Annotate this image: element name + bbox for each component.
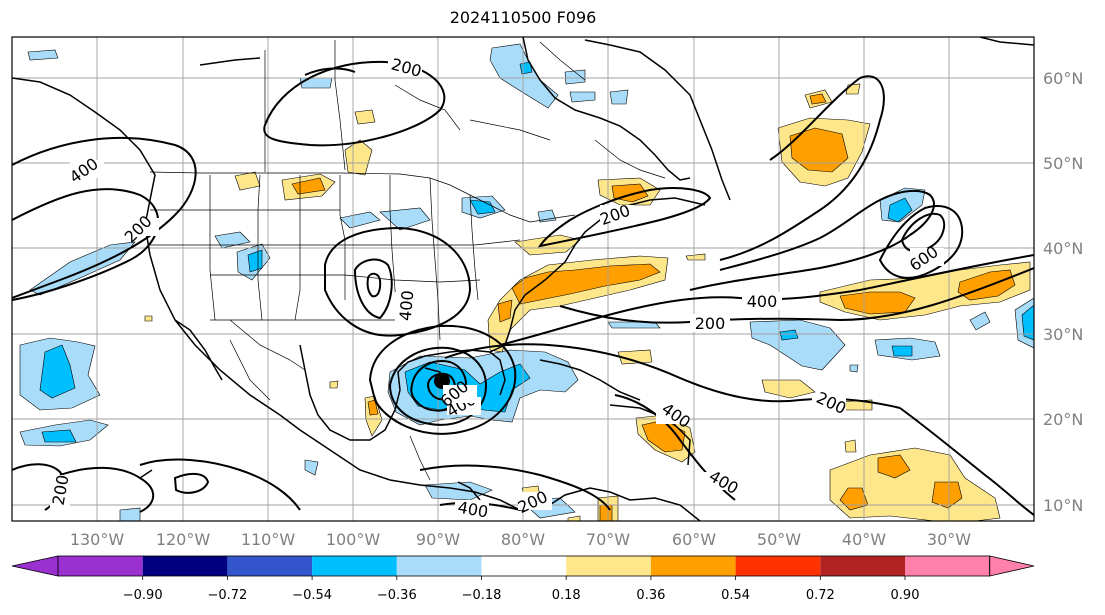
colorbar-tick-label: −0.90 xyxy=(123,588,163,603)
lat-label: 40°N xyxy=(1043,239,1083,258)
lat-label: 60°N xyxy=(1043,69,1083,88)
lon-label: 130°W xyxy=(70,530,125,549)
colorbar: −0.90 −0.72 −0.54 −0.36 −0.18 0.18 0.36 … xyxy=(11,555,1035,603)
colorbar-segment xyxy=(905,556,990,576)
colorbar-segment xyxy=(650,556,736,576)
lon-label: 110°W xyxy=(241,530,296,549)
contour-label: 200 xyxy=(695,314,726,333)
colorbar-segment xyxy=(735,556,821,576)
lon-label: 30°W xyxy=(927,530,971,549)
colorbar-tick-label: −0.72 xyxy=(207,588,247,603)
lon-label: 100°W xyxy=(326,530,381,549)
lat-label: 10°N xyxy=(1043,496,1083,515)
colorbar-segment xyxy=(312,556,397,576)
colorbar-tick-label: 0.36 xyxy=(636,588,665,603)
colorbar-tick-label: 0.18 xyxy=(552,588,581,603)
latitude-labels: 60°N 50°N 40°N 30°N 20°N 10°N xyxy=(1043,69,1083,515)
colorbar-tick-label: 0.90 xyxy=(891,588,920,603)
lon-label: 50°W xyxy=(757,530,801,549)
lon-label: 40°W xyxy=(842,530,886,549)
colorbar-min-extend xyxy=(11,555,59,577)
colorbar-tick-label: 0.54 xyxy=(721,588,750,603)
colorbar-segment xyxy=(566,556,651,576)
colorbar-segment xyxy=(142,556,228,576)
lat-label: 20°N xyxy=(1043,410,1083,429)
longitude-labels: 130°W 120°W 110°W 100°W 90°W 80°W 70°W 6… xyxy=(70,530,971,549)
negative-light-fill xyxy=(19,43,1034,521)
colorbar-tick-label: 0.72 xyxy=(806,588,835,603)
colorbar-segment xyxy=(58,556,143,576)
colorbar-segment xyxy=(227,556,313,576)
colorbar-segment xyxy=(820,556,905,576)
lon-label: 80°W xyxy=(501,530,545,549)
lon-label: 60°W xyxy=(672,530,716,549)
lon-label: 120°W xyxy=(156,530,211,549)
colorbar-tick-label: −0.18 xyxy=(462,588,502,603)
map-frame xyxy=(11,36,1035,522)
contour-label: 400 xyxy=(747,292,778,311)
map-title: 2024110500 F096 xyxy=(449,8,597,27)
colorbar-tick-label: −0.54 xyxy=(292,588,332,603)
lon-label: 70°W xyxy=(586,530,630,549)
political-borders xyxy=(149,40,666,481)
positive-mid-fill xyxy=(291,93,1016,521)
lat-label: 30°N xyxy=(1043,325,1083,344)
contour-label: 400 xyxy=(396,289,418,321)
lat-label: 50°N xyxy=(1043,154,1083,173)
colorbar-max-extend xyxy=(989,555,1035,577)
anomaly-shading xyxy=(19,43,1034,521)
colorbar-segment xyxy=(481,556,567,576)
colorbar-segment xyxy=(396,556,482,576)
lon-label: 90°W xyxy=(416,530,460,549)
colorbar-tick-label: −0.36 xyxy=(377,588,417,603)
